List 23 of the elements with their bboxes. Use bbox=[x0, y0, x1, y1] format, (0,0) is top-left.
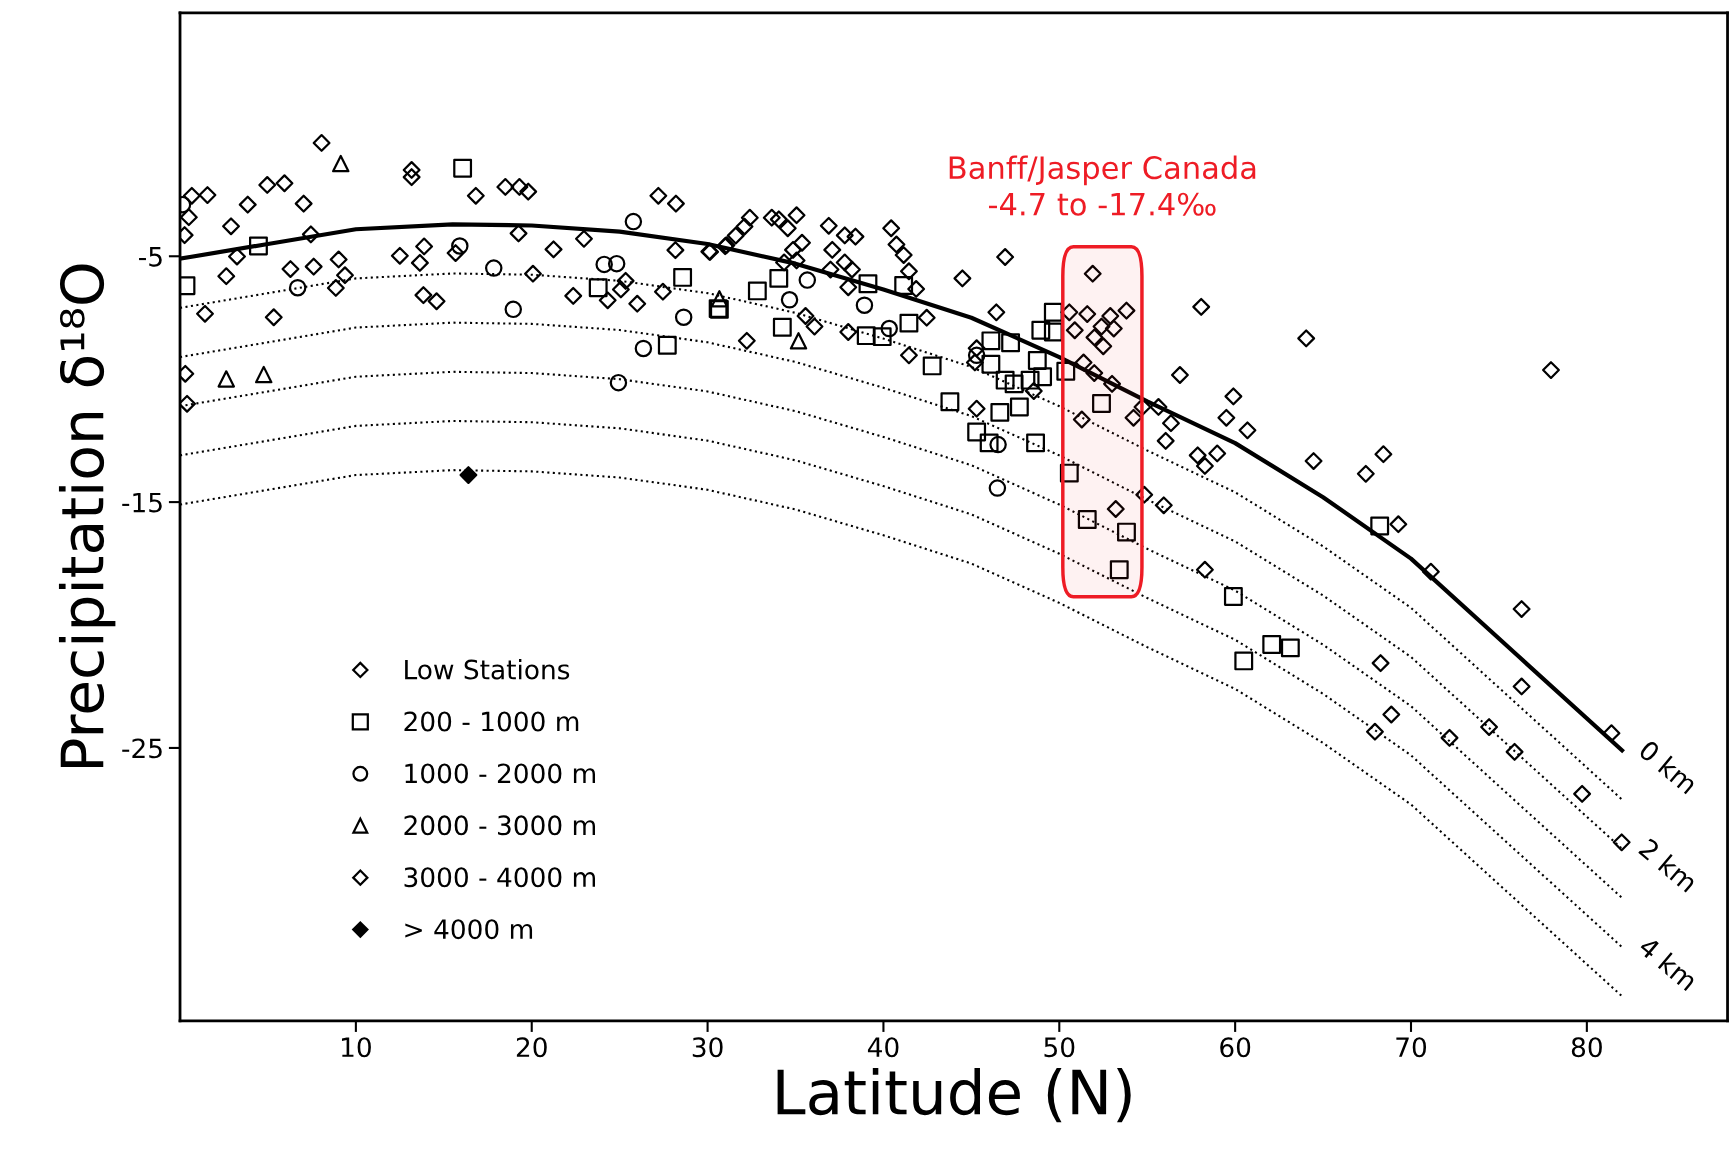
x-tick-label: 50 bbox=[1044, 1037, 1075, 1058]
x-tick-label: 30 bbox=[692, 1037, 723, 1058]
band-label: Banff/Jasper Canada -4.7 to -17.4‰ bbox=[949, 155, 1256, 216]
x-tick-label: 20 bbox=[516, 1037, 547, 1058]
x-tick-label: 60 bbox=[1220, 1037, 1251, 1058]
text: 4 km bbox=[1637, 935, 1699, 991]
x-axis-title: Latitude (N) bbox=[777, 1067, 1131, 1123]
x-tick-label: 40 bbox=[867, 1037, 899, 1058]
legend-label: > 4000 m bbox=[405, 919, 533, 940]
y-axis-title: Precipitation δ¹⁸O bbox=[58, 264, 116, 767]
legend-label: 200 - 1000 m bbox=[404, 711, 579, 732]
text: 0 km bbox=[1637, 738, 1699, 795]
legend-label: 1000 - 2000 m bbox=[405, 763, 596, 784]
text: 2 km bbox=[1638, 837, 1699, 893]
x-tick-label: 10 bbox=[341, 1037, 371, 1058]
x-tick-label: 80 bbox=[1571, 1037, 1602, 1058]
legend-label: 3000 - 4000 m bbox=[404, 867, 596, 888]
y-tick-label: -15 bbox=[122, 492, 162, 513]
legend-label: Low Stations bbox=[405, 659, 570, 680]
y-tick-label: -5 bbox=[139, 247, 162, 267]
x-tick-label: 70 bbox=[1396, 1037, 1427, 1058]
legend-label: 2000 - 3000 m bbox=[404, 815, 596, 836]
y-tick-label: -25 bbox=[122, 738, 162, 759]
